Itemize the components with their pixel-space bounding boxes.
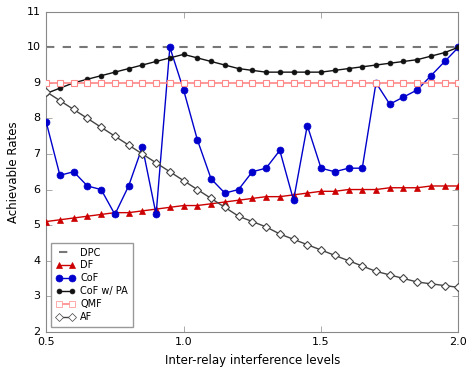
X-axis label: Inter-relay interference levels: Inter-relay interference levels: [164, 354, 340, 367]
Legend: DPC, DF, CoF, CoF w/ PA, QMF, AF: DPC, DF, CoF, CoF w/ PA, QMF, AF: [51, 243, 133, 327]
Y-axis label: Achievable Rates: Achievable Rates: [7, 121, 19, 223]
